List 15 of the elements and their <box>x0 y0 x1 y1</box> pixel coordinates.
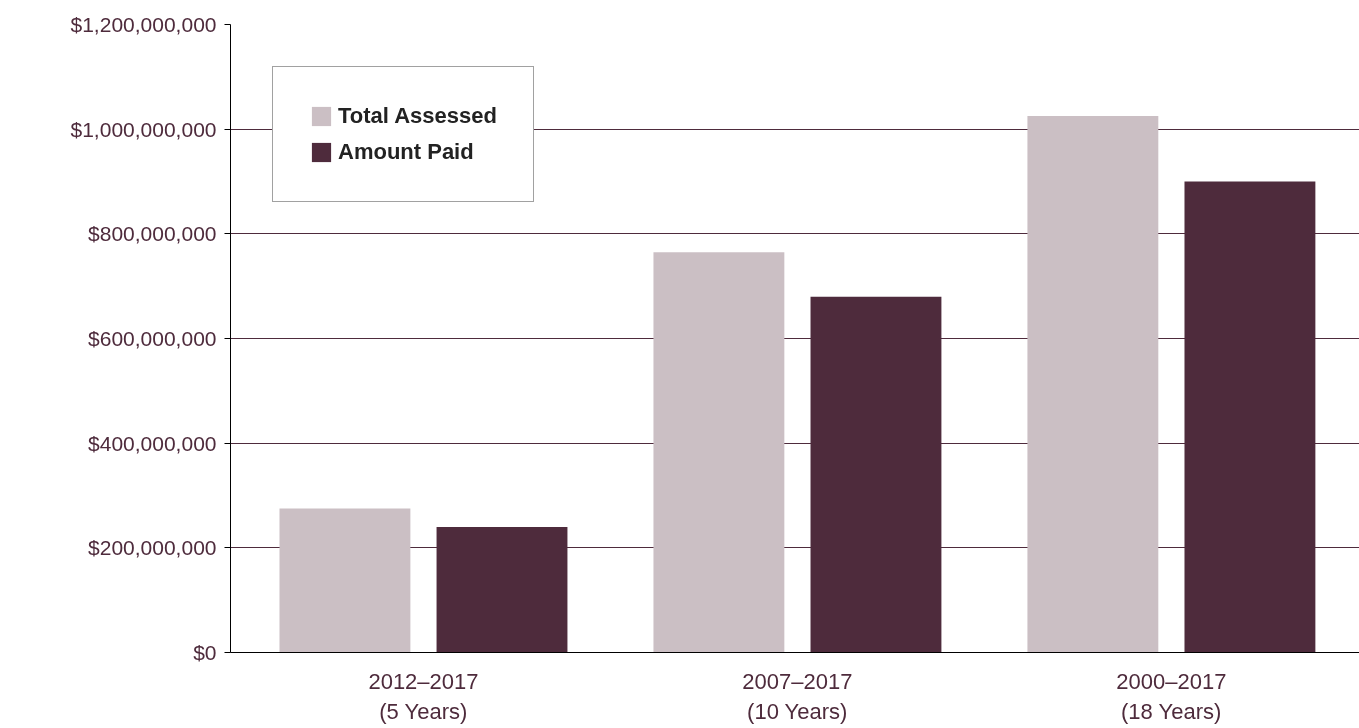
y-tick-label: $1,000,000,000 <box>70 117 217 141</box>
y-tick-label: $600,000,000 <box>88 327 217 350</box>
bar <box>1027 116 1159 653</box>
y-tick-label: $200,000,000 <box>88 536 217 560</box>
y-tick-label: $800,000,000 <box>88 222 217 246</box>
legend-label: Amount Paid <box>338 139 474 165</box>
x-tick-label: 2012–2017 (5 Years) <box>368 668 479 724</box>
y-tick-label: $0 <box>193 641 217 664</box>
bar <box>653 252 785 653</box>
bar <box>279 508 411 653</box>
x-tick-label: 2000–2017 (18 Years) <box>1116 668 1227 724</box>
legend-label: Total Assessed <box>338 103 497 129</box>
x-tick-label: 2007–2017 (10 Years) <box>742 668 853 724</box>
y-tick-label: $400,000,000 <box>88 431 217 455</box>
y-tick-label: $1,200,000,000 <box>70 13 217 36</box>
